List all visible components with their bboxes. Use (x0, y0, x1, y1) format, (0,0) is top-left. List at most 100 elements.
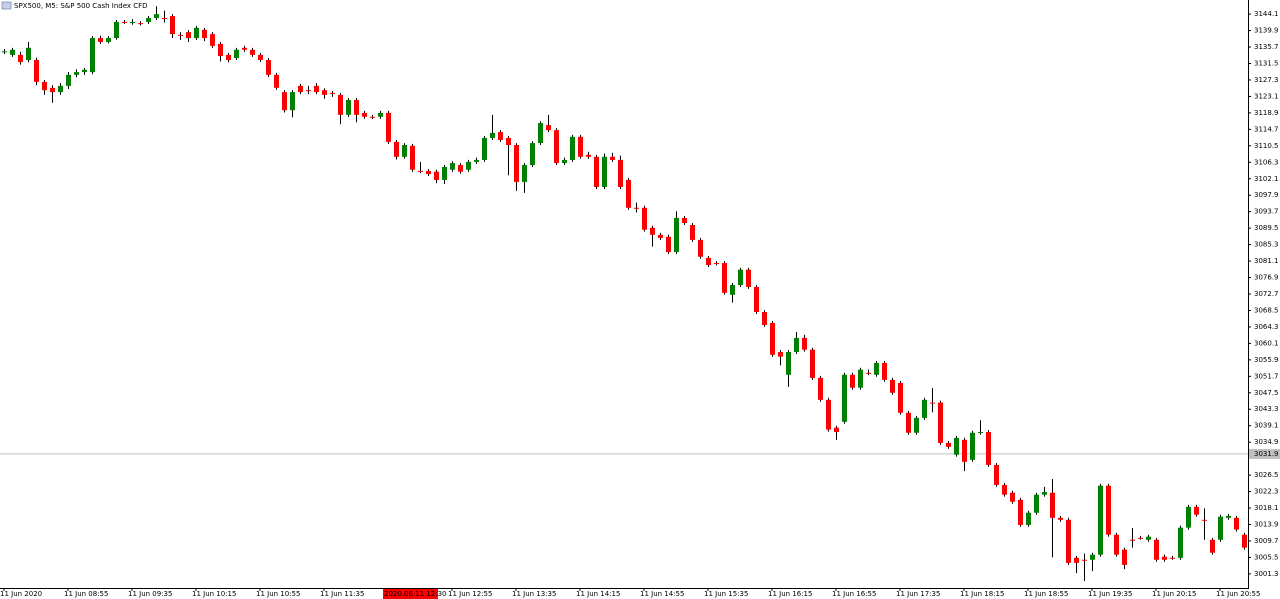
candle-body (314, 85, 319, 93)
candle-body (1114, 534, 1119, 555)
candle-body (362, 112, 367, 117)
candle-body (578, 136, 583, 157)
candle-body (538, 123, 543, 144)
y-tick-label: 3043.3 (1254, 405, 1279, 413)
y-tick-label: 3102.1 (1254, 175, 1279, 183)
candle-body (1194, 506, 1199, 515)
y-tick-label: 3097.9 (1254, 191, 1279, 199)
y-tick-label: 3068.5 (1254, 306, 1279, 314)
y-tick-label: 3123.1 (1254, 92, 1279, 100)
x-tick-label: 11 Jun 20:55 (1216, 590, 1260, 598)
candle-body (514, 145, 519, 182)
y-tick-label: 3055.9 (1254, 356, 1279, 364)
candle-body (706, 257, 711, 265)
candle-body (34, 59, 39, 82)
candle-body (810, 349, 815, 378)
candle-body (1218, 516, 1223, 540)
candle-body (178, 34, 183, 36)
candle-body (434, 171, 439, 180)
candle-body (1154, 539, 1159, 560)
candle-body (202, 29, 207, 39)
y-tick-label: 3139.9 (1254, 27, 1279, 35)
y-tick-label: 3114.7 (1254, 125, 1279, 133)
candle-body (162, 18, 167, 20)
candle-body (906, 412, 911, 433)
candle-body (90, 38, 95, 73)
x-tick-label: 11 Jun 10:15 (192, 590, 236, 598)
candle-body (266, 59, 271, 75)
candle-body (818, 377, 823, 400)
candle-body (170, 16, 175, 35)
candle-body (986, 431, 991, 465)
candle-body (770, 323, 775, 355)
candle-body (490, 132, 495, 138)
candle-body (1226, 515, 1231, 518)
candle-body (306, 90, 311, 92)
candle-body (898, 382, 903, 413)
candle-body (970, 432, 975, 460)
candle-body (666, 236, 671, 253)
candle-body (58, 85, 63, 93)
candle-body (874, 362, 879, 375)
x-tick-label: 11 Jun 13:35 (512, 590, 556, 598)
candle-body (338, 94, 343, 115)
last-price-label: 3031.9 (1254, 450, 1279, 458)
candle-body (242, 47, 247, 50)
y-tick-label: 3013.9 (1254, 520, 1279, 528)
x-tick-label: 11 Jun 20:15 (1152, 590, 1196, 598)
y-tick-label: 3076.9 (1254, 274, 1279, 282)
candle-body (890, 379, 895, 393)
candle-body (802, 337, 807, 350)
candle-body (426, 170, 431, 175)
candle-body (146, 18, 151, 22)
y-tick-label: 3022.3 (1254, 488, 1279, 496)
candle-body (482, 137, 487, 160)
y-tick-label: 3060.1 (1254, 339, 1279, 347)
candle-body (938, 402, 943, 443)
y-tick-label: 3135.7 (1254, 43, 1279, 51)
candle-body (18, 54, 23, 62)
candle-body (650, 227, 655, 235)
y-tick-label: 3018.1 (1254, 504, 1279, 512)
candle-body (690, 225, 695, 240)
y-tick-label: 3051.7 (1254, 372, 1279, 380)
y-tick-label: 3085.3 (1254, 241, 1279, 249)
candle-body (946, 442, 951, 447)
candle-body (610, 156, 615, 160)
candle-body (274, 74, 279, 88)
chart-title: SPX500, M5: S&P 500 Cash Index CFD (14, 2, 148, 10)
candle-body (1082, 559, 1087, 561)
candle-body (50, 87, 55, 93)
candle-body (714, 263, 719, 265)
candle-body (602, 156, 607, 187)
x-tick-label: 11 Jun 08:55 (64, 590, 108, 598)
candle-body (10, 49, 15, 55)
x-tick-label: 11 Jun 18:15 (960, 590, 1004, 598)
y-tick-label: 3093.7 (1254, 208, 1279, 216)
x-tick-label: 11 Jun 16:15 (768, 590, 812, 598)
x-tick-label: 11 Jun 12:55 (448, 590, 492, 598)
y-tick-label: 3034.9 (1254, 438, 1279, 446)
candle-body (882, 362, 887, 380)
candle-body (1050, 492, 1055, 518)
candle-body (226, 54, 231, 60)
candle-body (546, 125, 551, 131)
y-tick-label: 3089.5 (1254, 224, 1279, 232)
candle-body (586, 154, 591, 157)
candle-body (346, 99, 351, 115)
candle-body (1042, 491, 1047, 495)
candle-body (1162, 556, 1167, 560)
candle-body (634, 207, 639, 209)
candle-body (682, 217, 687, 224)
candle-body (418, 170, 423, 172)
y-tick-label: 3110.5 (1254, 142, 1279, 150)
x-tick-label: 11 Jun 18:55 (1024, 590, 1068, 598)
candle-body (570, 136, 575, 160)
candle-body (1138, 537, 1143, 539)
candle-body (978, 431, 983, 433)
y-tick-label: 3009.7 (1254, 537, 1279, 545)
x-tick-label: 11 Jun 19:35 (1088, 590, 1132, 598)
y-tick-label: 3005.5 (1254, 553, 1279, 561)
x-tick-label: 11 Jun 09:35 (128, 590, 172, 598)
